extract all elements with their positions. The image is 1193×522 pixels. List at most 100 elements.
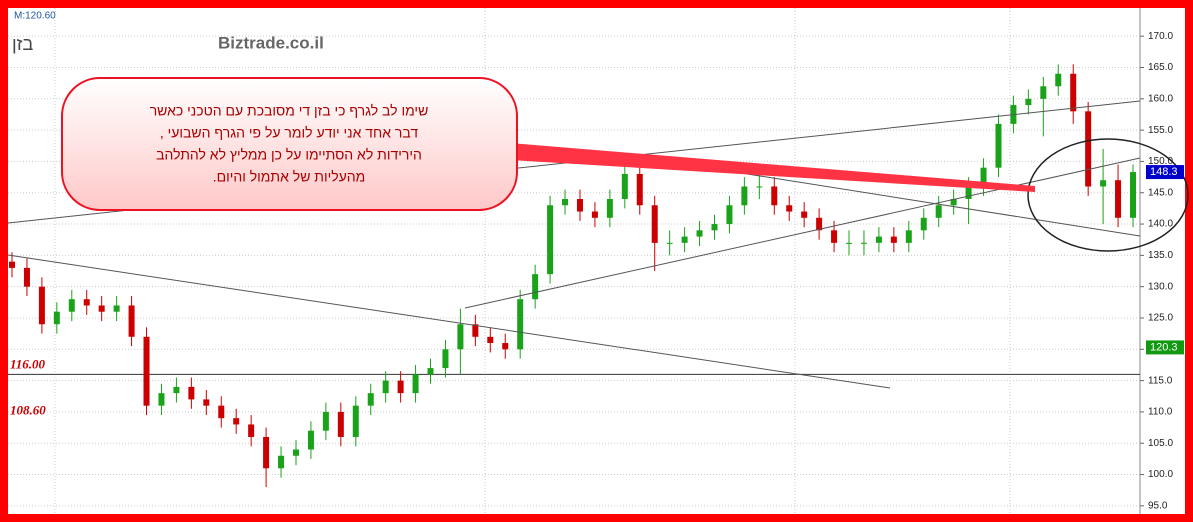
y-tick-label: 155.0 xyxy=(1148,125,1173,136)
candle-body xyxy=(562,199,569,206)
y-tick-label: 170.0 xyxy=(1148,31,1173,42)
annotation-line: הירידות לא הסתיימו על כן ממליץ לא להתלהב xyxy=(156,147,422,163)
callout-box xyxy=(61,77,518,211)
candle-body xyxy=(278,455,285,469)
candle-body xyxy=(472,324,479,337)
candle-body xyxy=(457,324,464,350)
candle-body xyxy=(322,411,329,431)
y-tick-label: 100.0 xyxy=(1148,469,1173,480)
candle-body xyxy=(173,386,180,394)
callout-pointer xyxy=(510,143,1035,192)
level-label: 108.60 xyxy=(10,403,46,418)
y-tick-label: 165.0 xyxy=(1148,62,1173,73)
y-tick-label: 115.0 xyxy=(1148,375,1173,386)
level-label: 116.00 xyxy=(10,356,46,371)
price-tag-label: 120.3 xyxy=(1150,341,1178,353)
y-tick-label: 135.0 xyxy=(1148,250,1173,261)
candle-body xyxy=(367,393,374,406)
candle-body xyxy=(1055,73,1062,87)
candle-body xyxy=(352,405,359,437)
candle-body xyxy=(696,230,703,237)
candle-body xyxy=(726,205,733,225)
candle-body xyxy=(53,311,60,325)
candle-body xyxy=(412,374,419,394)
candle-body xyxy=(337,411,344,437)
y-tick-label: 140.0 xyxy=(1148,219,1173,230)
price-tag-label: 148.3 xyxy=(1150,166,1178,178)
candle-body xyxy=(606,199,613,218)
candle-body xyxy=(113,305,120,312)
candle-body xyxy=(905,230,912,243)
y-tick-label: 160.0 xyxy=(1148,93,1173,104)
candle-body xyxy=(831,230,838,243)
candle-body xyxy=(816,217,823,231)
y-tick-label: 145.0 xyxy=(1148,187,1173,198)
info: M:120.60 xyxy=(14,11,56,22)
candle-body xyxy=(397,380,404,394)
candle-body xyxy=(427,368,434,375)
y-tick-label: 110.0 xyxy=(1148,407,1173,418)
watermark: Biztrade.co.il xyxy=(218,33,324,52)
candle-body xyxy=(801,211,808,218)
candle-body xyxy=(517,299,524,350)
y-tick-label: 150.0 xyxy=(1148,156,1173,167)
chart-title: בזן xyxy=(12,34,33,54)
candle-body xyxy=(382,380,389,394)
candle-body xyxy=(128,305,135,337)
price-tag xyxy=(1146,340,1184,355)
candle-body xyxy=(143,336,150,406)
y-tick-label: 125.0 xyxy=(1148,313,1173,324)
candle-body xyxy=(681,236,688,243)
candle-body xyxy=(1085,111,1092,187)
candle-body xyxy=(292,449,299,456)
highlight-ellipse xyxy=(1027,138,1189,252)
candle-body xyxy=(263,436,270,469)
candle-body xyxy=(950,199,957,206)
candle-body xyxy=(233,418,240,425)
candle-body xyxy=(591,211,598,218)
candle-body xyxy=(158,393,165,406)
candle-body xyxy=(487,336,494,344)
candle-body xyxy=(203,399,210,406)
candle-body xyxy=(502,343,509,350)
candle-body xyxy=(68,299,75,312)
candle-body xyxy=(711,224,718,231)
candle-body xyxy=(1115,180,1122,218)
candle-body xyxy=(846,242,853,244)
candle-body xyxy=(890,236,897,243)
candle-body xyxy=(666,242,673,244)
candle-body xyxy=(218,405,225,419)
candle-body xyxy=(995,123,1002,168)
candle-body xyxy=(576,199,583,212)
candle-body xyxy=(965,186,972,200)
annotation-line: שימו לב לגרף כי בזן די מסובכת עם הטכני כ… xyxy=(150,103,429,119)
candle-body xyxy=(307,430,314,450)
candle-body xyxy=(547,205,554,275)
candle-body xyxy=(1100,180,1107,187)
annotation: שימו לב לגרף כי בזן די מסובכת עם הטכני כ… xyxy=(150,103,429,185)
candle-body xyxy=(442,349,449,369)
candle-body xyxy=(860,242,867,244)
candle-body xyxy=(188,386,195,400)
candle-body xyxy=(23,267,30,287)
price-tag xyxy=(1146,165,1184,180)
y-tick-label: 105.0 xyxy=(1148,438,1173,449)
candle-body xyxy=(786,205,793,212)
candle-body xyxy=(771,186,778,206)
candle-body xyxy=(9,261,15,268)
candle-body xyxy=(621,173,628,200)
candle-body xyxy=(636,173,643,206)
candle-body xyxy=(38,286,45,325)
candle-body xyxy=(83,299,90,306)
candle-body xyxy=(935,205,942,218)
y-tick-label: 130.0 xyxy=(1148,281,1173,292)
candle-body xyxy=(1025,98,1032,106)
y-tick-label: 95.0 xyxy=(1148,500,1168,511)
candle-body xyxy=(248,424,255,437)
annotation-line: דבר אחד אני יודע לומר על פי הגרף השבועי … xyxy=(160,125,419,141)
candle-body xyxy=(920,217,927,231)
candle-body xyxy=(532,274,539,300)
candle-body xyxy=(98,305,105,312)
annotation-line: מהעליות של אתמול והיום. xyxy=(213,169,366,185)
